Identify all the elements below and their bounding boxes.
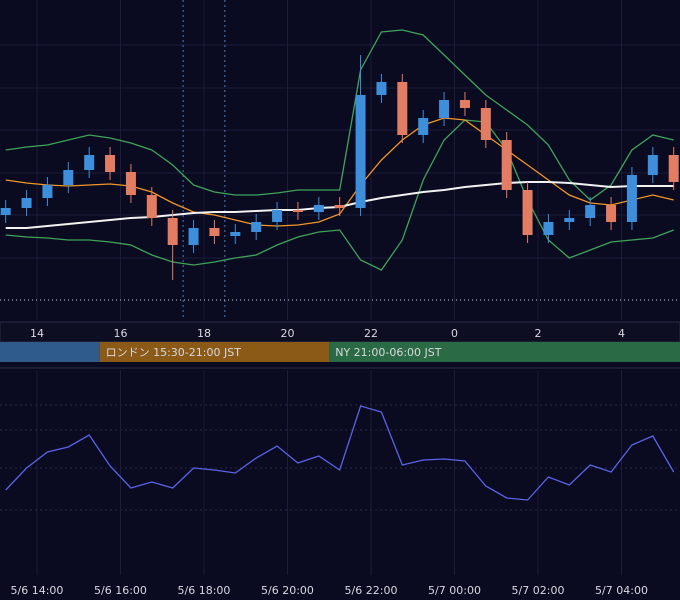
candle-body — [42, 185, 53, 198]
x-tick-label: 18 — [197, 327, 211, 340]
x-tick-label: 5/7 00:00 — [428, 584, 481, 597]
candle-body — [668, 155, 679, 182]
candle-body — [647, 155, 658, 175]
x-tick-label: 5/6 16:00 — [94, 584, 147, 597]
candle-body — [606, 205, 617, 222]
candle-body — [543, 222, 554, 235]
candle-body — [626, 175, 637, 222]
candle-body — [376, 82, 387, 95]
x-tick-label: 0 — [451, 327, 458, 340]
x-tick-label: 4 — [618, 327, 625, 340]
candle-body — [188, 228, 199, 245]
candle-body — [230, 232, 241, 236]
x-tick-label: 16 — [113, 327, 127, 340]
session-label: ロンドン 15:30-21:00 JST — [106, 346, 242, 359]
candle-body — [209, 228, 220, 236]
candle-body — [313, 205, 324, 212]
x-tick-label: 5/6 20:00 — [261, 584, 314, 597]
x-tick-label: 5/6 14:00 — [11, 584, 64, 597]
candle-body — [480, 108, 491, 140]
candle-body — [501, 140, 512, 190]
price-grid — [0, 44, 680, 259]
candle-body — [272, 210, 283, 222]
candle-body — [585, 205, 596, 218]
oscillator-line — [5, 405, 675, 501]
candle-body — [105, 155, 116, 172]
session-bar — [0, 342, 100, 362]
candle-body — [355, 95, 366, 208]
x-tick-label: 5/7 04:00 — [595, 584, 648, 597]
session-bar — [99, 342, 330, 362]
x-tick-label: 14 — [30, 327, 44, 340]
x-tick-label: 5/6 18:00 — [178, 584, 231, 597]
candle-body — [522, 190, 533, 235]
candle-body — [251, 222, 262, 232]
candle-body — [63, 170, 74, 185]
candle-body — [0, 208, 11, 215]
x-tick-label: 2 — [535, 327, 542, 340]
x-tick-label: 5/6 22:00 — [345, 584, 398, 597]
candle-body — [418, 118, 429, 135]
indicator-line — [5, 119, 674, 271]
candle-body — [292, 210, 303, 212]
x-tick-label: 5/7 02:00 — [512, 584, 565, 597]
time-axis-band — [0, 321, 680, 343]
candle-body — [146, 195, 157, 218]
indicator-line — [5, 29, 674, 201]
candle-body — [125, 172, 136, 195]
candle-body — [397, 82, 408, 135]
x-tick-label: 22 — [364, 327, 378, 340]
candle-body — [334, 205, 345, 208]
candle-body — [564, 218, 575, 222]
candle-body — [21, 198, 32, 208]
session-bar — [329, 342, 680, 362]
candle-body — [167, 218, 178, 245]
session-label: NY 21:00-06:00 JST — [335, 346, 442, 359]
candle-body — [459, 100, 470, 108]
candle-body — [84, 155, 95, 170]
candle-body — [439, 100, 450, 118]
x-tick-label: 20 — [280, 327, 294, 340]
